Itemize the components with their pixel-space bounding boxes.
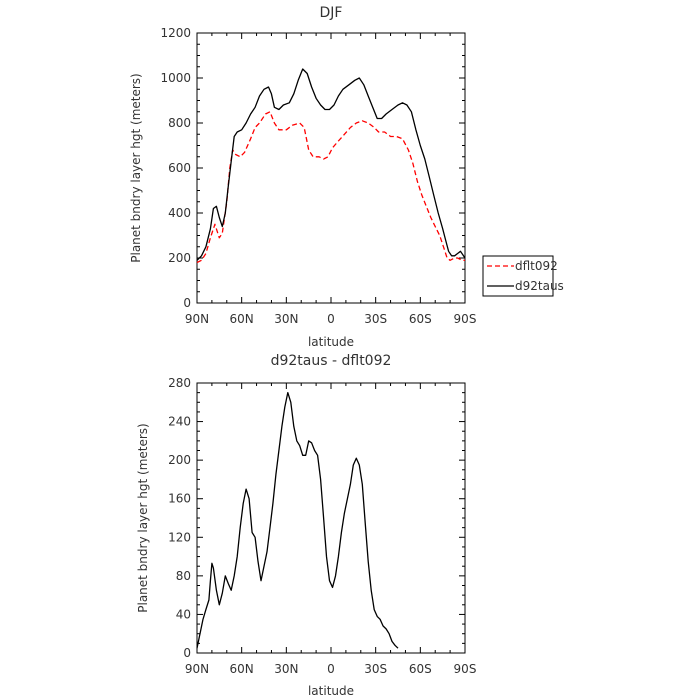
top-chart-title: DJF [320, 5, 343, 21]
top-x-tick-label: 0 [327, 312, 335, 326]
bottom-x-tick-label: 90S [454, 662, 477, 676]
top-y-tick-label: 1200 [160, 26, 191, 40]
bottom-chart-title: d92taus - dflt092 [271, 353, 392, 369]
top-x-tick-label: 60N [230, 312, 254, 326]
legend: dflt092 d92taus [482, 255, 564, 297]
top-x-ticks: 90N 60N 30N 0 30S 60S 90S [185, 33, 477, 326]
top-x-tick-label: 30N [274, 312, 298, 326]
bottom-y-ticks: 0 40 80 120 160 200 240 280 [168, 376, 465, 660]
top-panel: DJF 0 200 400 600 800 1000 1200 90N 60N 30N 0 30S 6… [129, 5, 476, 349]
top-y-tick-label: 200 [168, 251, 191, 265]
bottom-y-tick-label: 200 [168, 453, 191, 467]
top-x-tick-label: 90N [185, 312, 209, 326]
top-x-axis-label: latitude [308, 335, 354, 349]
bottom-x-axis-label: latitude [308, 684, 354, 698]
bottom-plot-frame [196, 382, 466, 654]
top-series-group [196, 68, 466, 264]
legend-label-d92taus: d92taus [515, 279, 564, 293]
bottom-x-tick-label: 90N [185, 662, 209, 676]
bottom-series-line [196, 391, 399, 649]
bottom-y-tick-label: 40 [176, 607, 191, 621]
bottom-y-tick-label: 80 [176, 569, 191, 583]
bottom-panel: d92taus - dflt092 0 40 80 120 160 200 240 280 9… [136, 353, 476, 698]
bottom-y-tick-label: 120 [168, 530, 191, 544]
top-plot-frame [196, 32, 466, 304]
top-series-line-d92taus [196, 68, 466, 261]
bottom-y-tick-label: 0 [183, 646, 191, 660]
top-y-ticks: 0 200 400 600 800 1000 1200 [160, 26, 465, 310]
bottom-x-ticks: 90N 60N 30N 0 30S 60S 90S [185, 383, 477, 676]
bottom-y-axis-label: Planet bndry layer hgt (meters) [136, 423, 150, 613]
top-y-tick-label: 800 [168, 116, 191, 130]
top-y-tick-label: 1000 [160, 71, 191, 85]
top-y-tick-label: 0 [183, 296, 191, 310]
top-series-line-dflt092 [196, 111, 465, 264]
top-y-tick-label: 400 [168, 206, 191, 220]
bottom-y-tick-label: 240 [168, 415, 191, 429]
bottom-y-tick-label: 160 [168, 492, 191, 506]
bottom-x-tick-label: 30S [364, 662, 387, 676]
top-x-tick-label: 90S [454, 312, 477, 326]
legend-label-dflt092: dflt092 [515, 259, 558, 273]
top-x-tick-label: 60S [409, 312, 432, 326]
bottom-series-group [196, 391, 399, 649]
top-y-tick-label: 600 [168, 161, 191, 175]
bottom-x-tick-label: 60S [409, 662, 432, 676]
bottom-x-tick-label: 60N [230, 662, 254, 676]
bottom-y-tick-label: 280 [168, 376, 191, 390]
bottom-x-tick-label: 30N [274, 662, 298, 676]
bottom-x-tick-label: 0 [327, 662, 335, 676]
top-y-axis-label: Planet bndry layer hgt (meters) [129, 73, 143, 263]
top-x-tick-label: 30S [364, 312, 387, 326]
legend-box [482, 255, 554, 297]
